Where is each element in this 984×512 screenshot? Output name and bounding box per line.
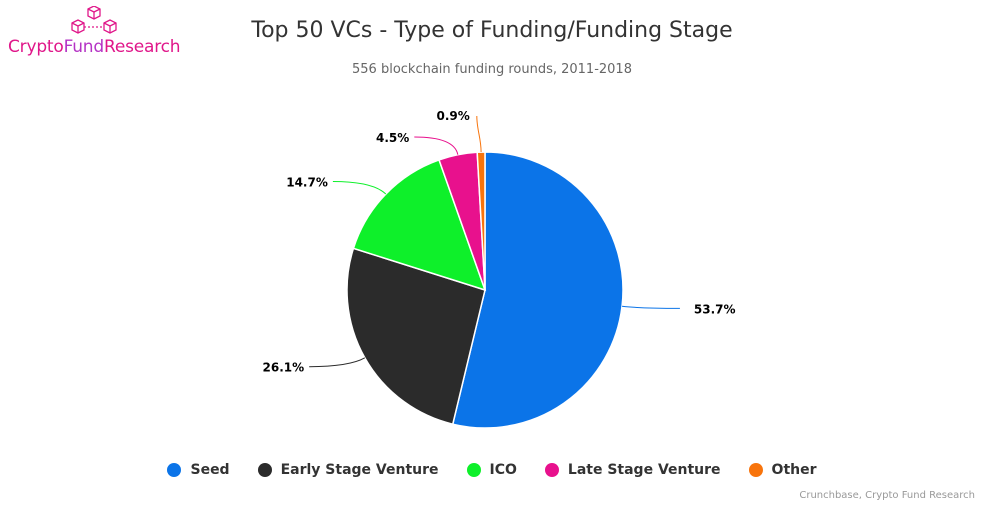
logo: CryptoFundResearch xyxy=(6,6,206,62)
legend-label-late-stage-venture: Late Stage Venture xyxy=(567,462,721,478)
legend-item-ico[interactable]: ICO xyxy=(466,462,517,478)
legend-swatch-seed xyxy=(167,463,182,477)
logo-wordmark: CryptoFundResearch xyxy=(8,37,181,57)
data-labels: 53.7% 26.1% 14.7% 4.5% 0.9% xyxy=(263,109,736,375)
legend-swatch-early-stage-venture xyxy=(257,463,272,477)
legend-label-other: Other xyxy=(771,462,817,478)
connector-seed xyxy=(621,305,680,309)
logo-text-crypto: Crypto xyxy=(8,37,64,57)
chart-subtitle: 556 blockchain funding rounds, 2011-2018 xyxy=(352,62,632,77)
legend-item-seed[interactable]: Seed xyxy=(167,462,230,478)
cubes-logo-icon xyxy=(71,6,117,34)
logo-text-research: Research xyxy=(103,37,181,57)
data-label-other: 0.9% xyxy=(437,109,470,123)
logo-text-fund: Fund xyxy=(63,37,105,57)
connector-early-stage-venture xyxy=(309,357,366,368)
legend-label-early-stage-venture: Early Stage Venture xyxy=(280,462,439,478)
data-label-ico: 14.7% xyxy=(286,176,328,190)
connector-late-stage-venture xyxy=(414,136,459,155)
legend-swatch-ico xyxy=(466,463,481,477)
pie-chart: 53.7% 26.1% 14.7% 4.5% 0.9% xyxy=(263,109,736,429)
chart-title: Top 50 VCs - Type of Funding/Funding Sta… xyxy=(251,18,733,43)
pie-slice-early-stage-venture[interactable] xyxy=(346,247,486,426)
pie-slices xyxy=(346,151,624,429)
legend-label-seed: Seed xyxy=(190,462,230,478)
legend-item-late-stage-venture[interactable]: Late Stage Venture xyxy=(544,462,721,478)
credits[interactable]: Crunchbase, Crypto Fund Research xyxy=(799,490,975,501)
data-label-early-stage-venture: 26.1% xyxy=(263,361,305,375)
data-label-late-stage-venture: 4.5% xyxy=(376,131,409,145)
connector-ico xyxy=(332,181,387,195)
legend-item-other[interactable]: Other xyxy=(748,462,817,478)
legend-item-early-stage-venture[interactable]: Early Stage Venture xyxy=(257,462,439,478)
connector-other xyxy=(476,115,482,153)
legend-label-ico: ICO xyxy=(489,462,517,478)
legend-swatch-late-stage-venture xyxy=(544,463,559,477)
data-label-seed: 53.7% xyxy=(694,302,736,316)
label-connectors xyxy=(309,115,680,368)
legend-swatch-other xyxy=(748,463,763,477)
legend: Seed Early Stage Venture ICO Late Stage Ven… xyxy=(0,462,984,478)
